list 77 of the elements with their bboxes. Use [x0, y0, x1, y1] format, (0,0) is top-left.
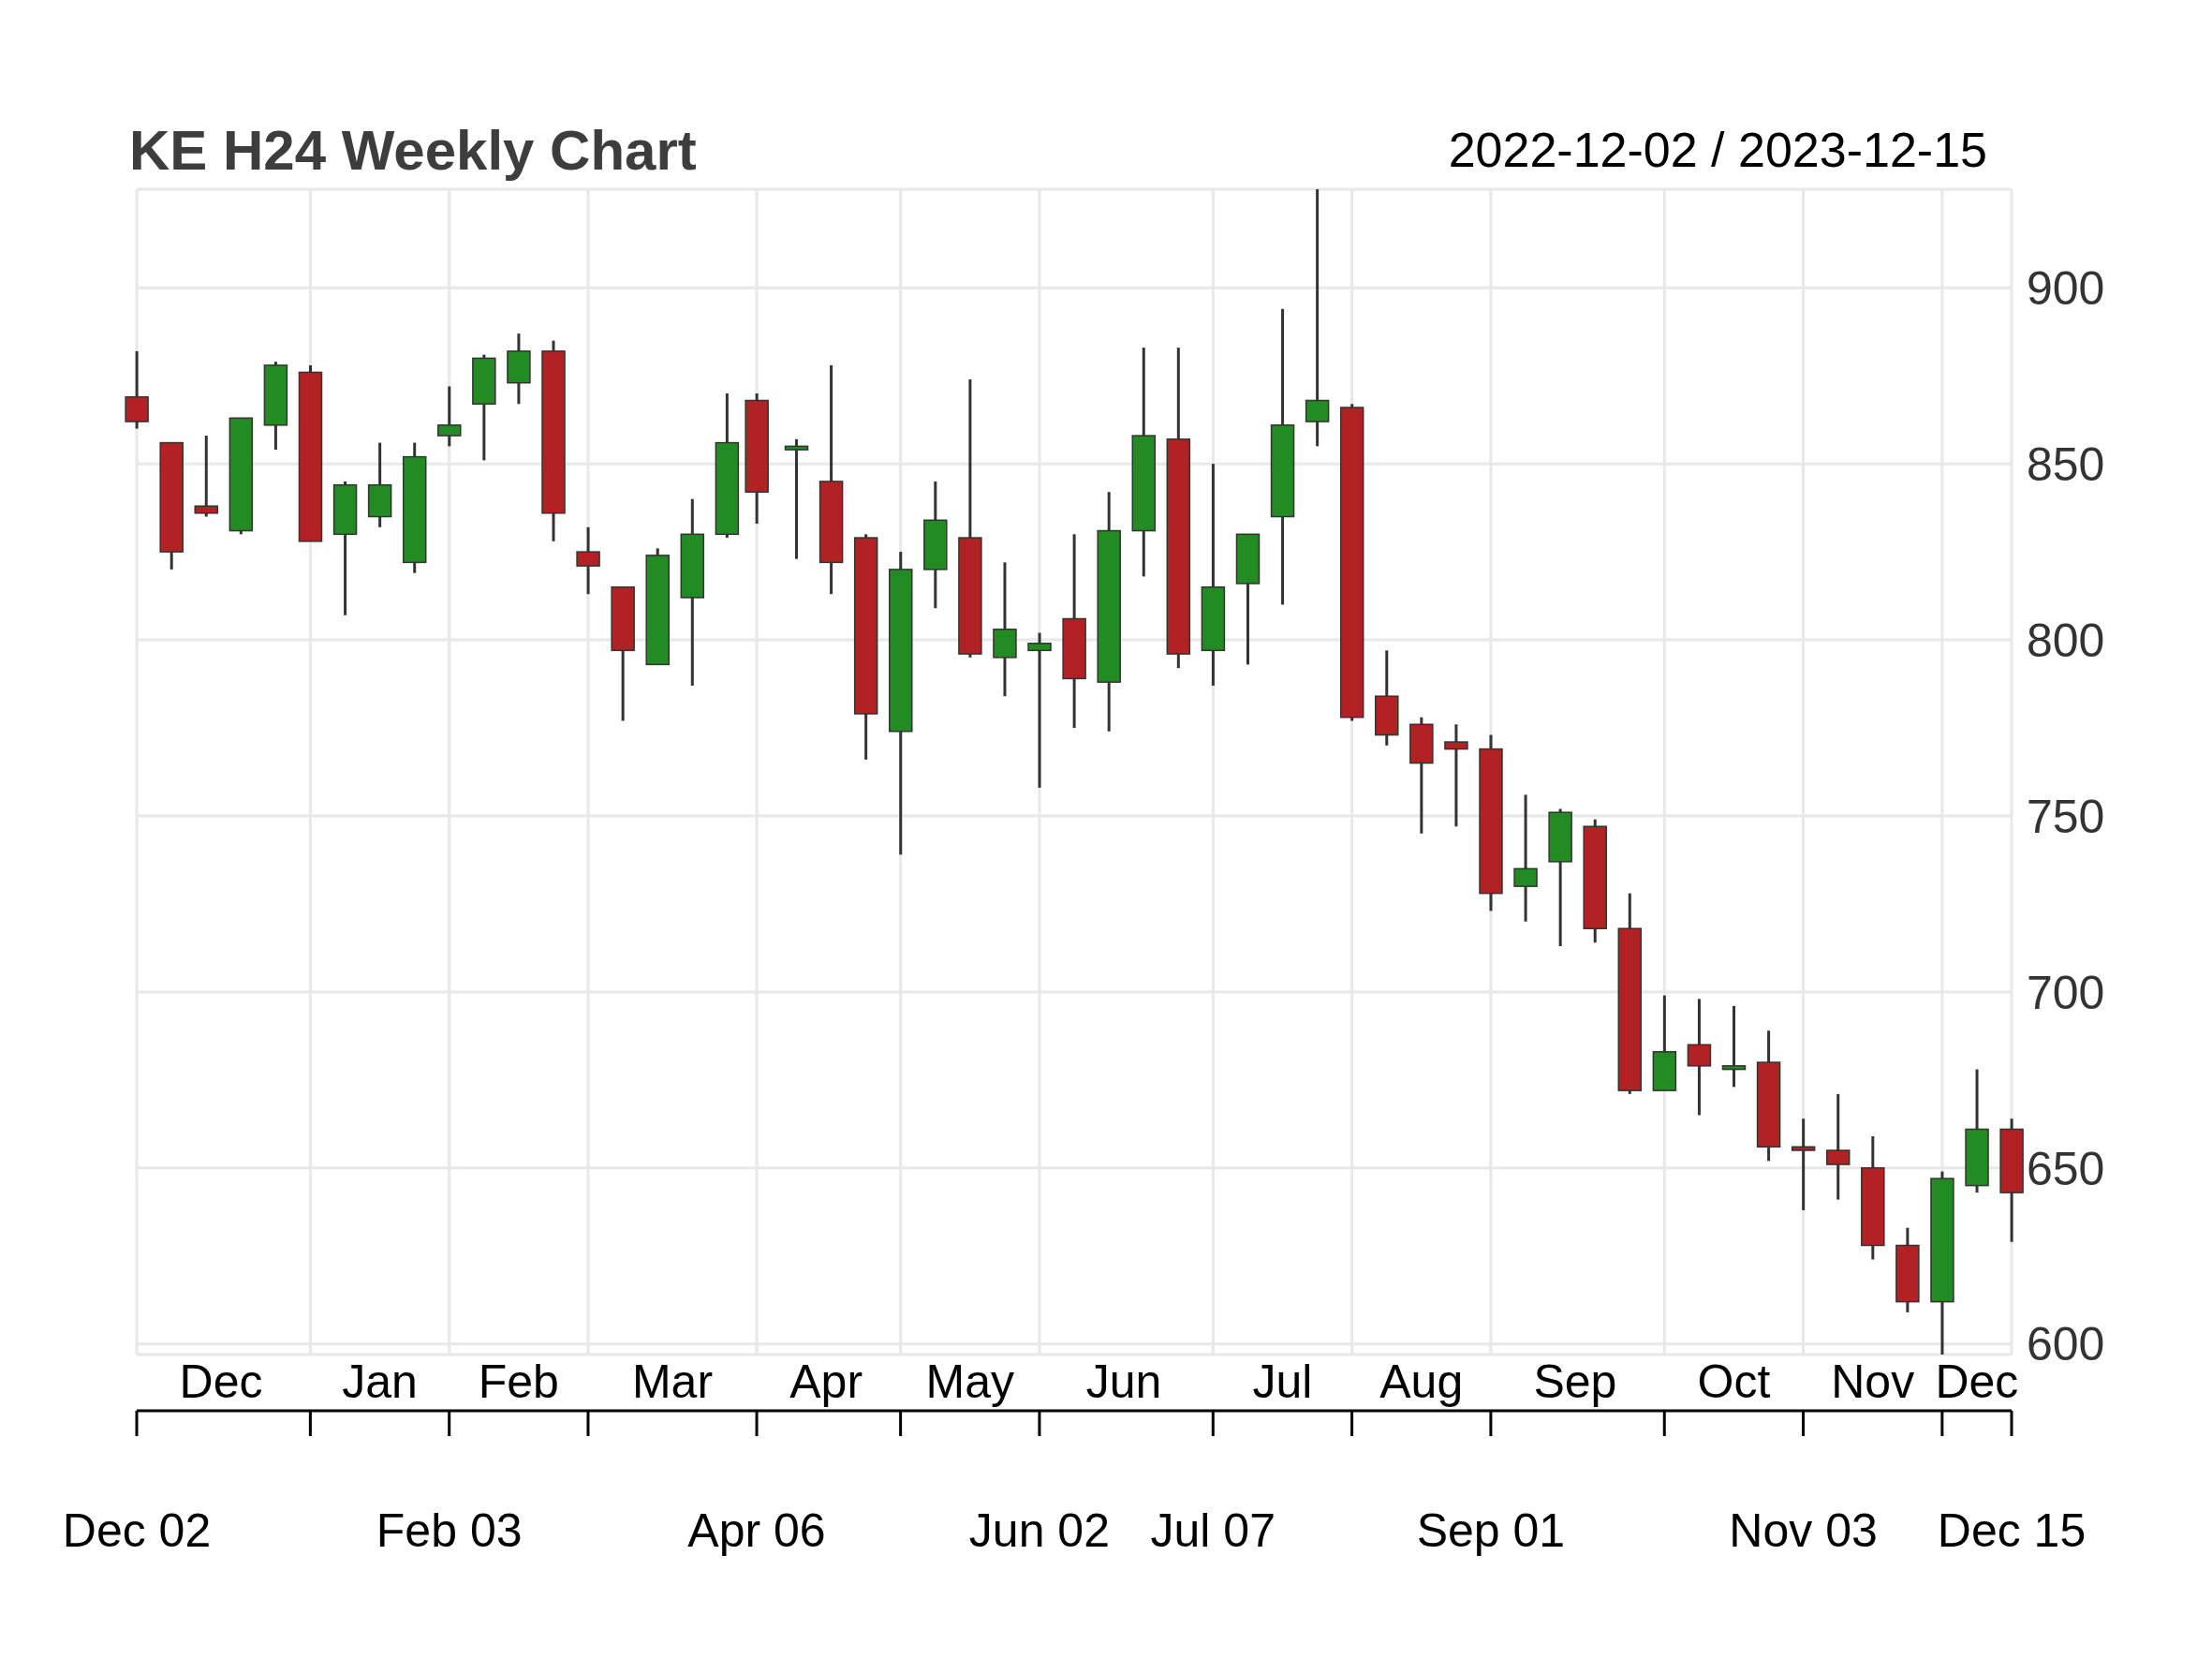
- candlestick: [1617, 893, 1643, 1094]
- candlestick: [194, 436, 219, 517]
- x2-tick-label: Sep: [1533, 1355, 1617, 1408]
- x2-tick-label: Mar: [631, 1355, 714, 1408]
- x2-tick-label: Jul: [1252, 1355, 1313, 1408]
- candlestick: [1825, 1092, 1851, 1200]
- candlestick: [853, 534, 878, 760]
- candlestick: [1895, 1227, 1920, 1312]
- candlestick: [1721, 1004, 1747, 1088]
- candlestick: [1687, 999, 1712, 1116]
- candlestick: [507, 333, 531, 405]
- candlestick: [125, 349, 149, 429]
- y-tick-label: 800: [2027, 614, 2105, 667]
- candlestick: [263, 362, 288, 452]
- chart-title: KE H24 Weekly Chart: [129, 118, 697, 183]
- x2-tick-label: Dec: [179, 1355, 263, 1408]
- candlestick: [715, 393, 740, 540]
- candlestick: [888, 552, 913, 855]
- candlestick: [1097, 492, 1121, 732]
- candlestick: [367, 442, 392, 527]
- x2-tick-label: Jan: [342, 1355, 418, 1408]
- candlestick: [1444, 724, 1468, 827]
- candlestick: [784, 437, 809, 559]
- candlestick: [1965, 1069, 1989, 1194]
- x2-tick-label: Feb: [478, 1355, 559, 1408]
- candlestick: [437, 386, 462, 447]
- candlestick: [1027, 632, 1052, 788]
- candlestick: [1201, 464, 1226, 686]
- x2-tick-label: Nov: [1831, 1355, 1915, 1408]
- candlestick: [1583, 819, 1607, 943]
- x2-tick-label: Dec: [1935, 1355, 2019, 1408]
- candlestick: [1339, 404, 1364, 721]
- x2-tick-label: Aug: [1379, 1355, 1464, 1408]
- candlestick: [1756, 1030, 1781, 1162]
- candlestick: [1375, 650, 1399, 746]
- x-tick-label: Jul 07: [1150, 1503, 1276, 1557]
- candlestick: [1305, 189, 1330, 447]
- x2-tick-label: Apr: [789, 1355, 863, 1408]
- candlestick: [745, 393, 769, 526]
- candlestick: [958, 378, 982, 658]
- x-tick-label: Nov 03: [1729, 1503, 1878, 1557]
- candlestick: [1479, 734, 1503, 911]
- candlestick: [402, 442, 427, 573]
- candlestick: [1513, 794, 1538, 922]
- candlestick: [332, 480, 358, 615]
- candlestick: [1131, 348, 1157, 577]
- y-tick-label: 900: [2027, 261, 2105, 315]
- y-tick-label: 850: [2027, 437, 2105, 491]
- chart-subtitle: 2022-12-02 / 2023-12-15: [1448, 122, 1987, 178]
- y-tick-label: 650: [2027, 1142, 2105, 1195]
- x-tick-label: Jun 02: [968, 1503, 1110, 1557]
- candlestick: [576, 526, 600, 596]
- candlestick: [1791, 1118, 1816, 1210]
- x2-tick-label: Jun: [1085, 1355, 1162, 1408]
- candlestick: [993, 562, 1017, 698]
- x-tick-label: Feb 03: [376, 1503, 523, 1557]
- x-tick-label: Dec 15: [1937, 1503, 2087, 1557]
- candlestick: [1409, 717, 1434, 834]
- x2-tick-label: May: [925, 1355, 1015, 1408]
- y-tick-label: 750: [2027, 790, 2105, 843]
- candlestick: [1062, 534, 1086, 729]
- candlestick: [1930, 1171, 1954, 1355]
- x-tick-label: Sep 01: [1416, 1503, 1566, 1557]
- candlestick: [923, 480, 948, 610]
- candlestick: [541, 340, 566, 541]
- x-tick-label: Apr 06: [687, 1503, 826, 1557]
- candlestick: [1270, 307, 1295, 605]
- y-tick-label: 600: [2027, 1318, 2105, 1371]
- x-tick-label: Dec 02: [62, 1503, 212, 1557]
- x2-tick-label: Oct: [1697, 1355, 1771, 1408]
- candlestick: [1861, 1135, 1885, 1260]
- candlestick: [1166, 348, 1191, 670]
- candlestick: [1999, 1118, 2024, 1242]
- candlestick: [1548, 808, 1572, 948]
- candlestick: [818, 363, 844, 596]
- candlestick: [680, 498, 705, 686]
- y-tick-label: 700: [2027, 966, 2105, 1019]
